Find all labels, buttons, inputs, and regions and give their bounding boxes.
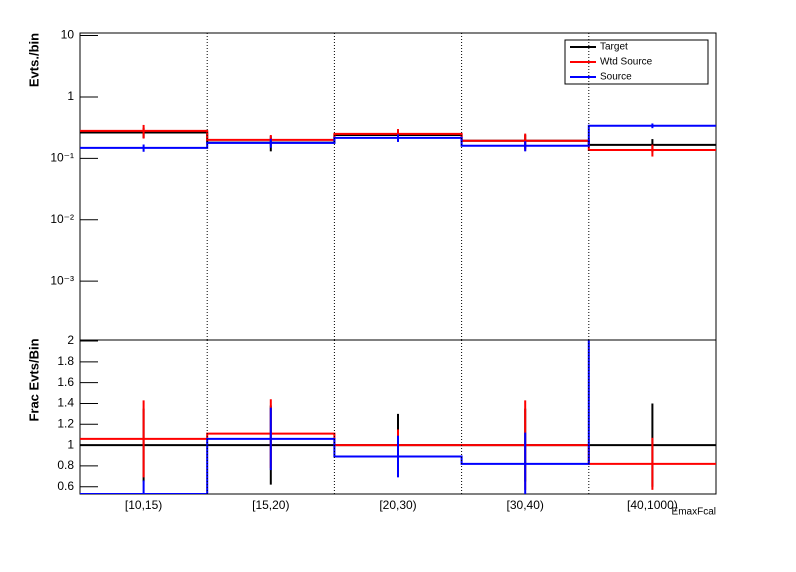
x-tick-label: [40,1000)	[627, 498, 678, 512]
y-axis-title: Evts./bin	[26, 33, 41, 87]
x-tick-label: [10,15)	[125, 498, 162, 512]
y-tick-label: 1	[67, 89, 74, 103]
y-axis-title: Frac Evts/Bin	[26, 338, 41, 421]
x-tick-label: [20,30)	[379, 498, 416, 512]
bottom-frame	[79, 339, 717, 495]
y-tick-label: 1	[67, 437, 74, 451]
x-axis-title: EmaxFcal	[672, 507, 716, 518]
y-tick-label: 10	[61, 28, 75, 42]
y-tick-label: 1.2	[57, 416, 74, 430]
legend-label: Source	[600, 72, 632, 83]
y-tick-label: 0.6	[57, 479, 74, 493]
legend-label: Wtd Source	[600, 57, 653, 68]
y-tick-label: 2	[67, 333, 74, 347]
y-tick-label: 1.6	[57, 375, 74, 389]
y-tick-label: 0.8	[57, 458, 74, 472]
plot-area	[80, 340, 716, 494]
x-tick-label: [30,40)	[507, 498, 544, 512]
y-tick-label: 1.4	[57, 396, 74, 410]
legend-label: Target	[600, 42, 628, 53]
plot-area	[80, 123, 716, 157]
y-tick-label: 10⁻¹	[50, 151, 74, 165]
y-tick-label: 1.8	[57, 354, 74, 368]
x-tick-label: [15,20)	[252, 498, 289, 512]
y-tick-label: 10⁻²	[50, 212, 74, 226]
y-tick-label: 10⁻³	[50, 273, 74, 287]
